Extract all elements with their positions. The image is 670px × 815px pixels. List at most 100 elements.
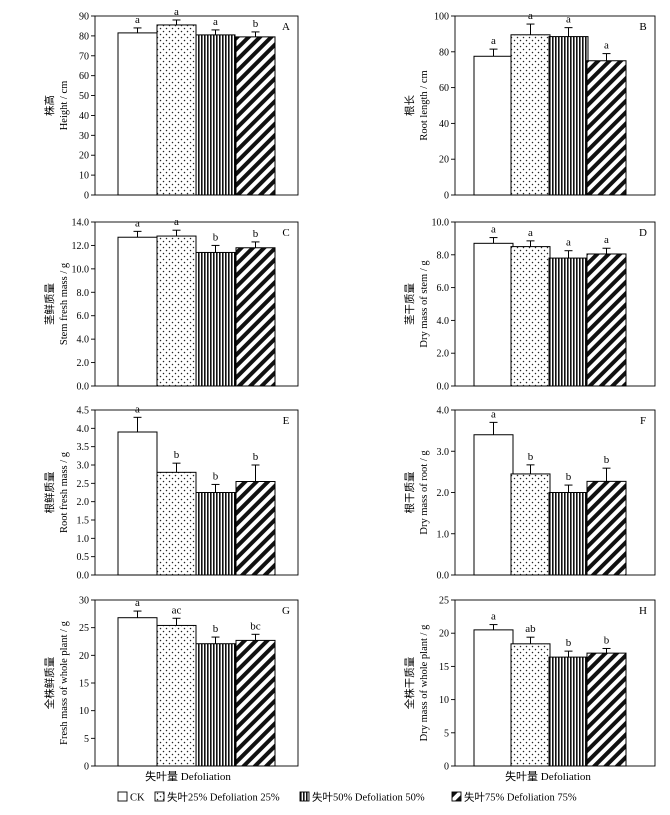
y-axis-label-en: Fresh mass of whole plant / g (59, 620, 70, 744)
significance-letter: a (491, 611, 496, 623)
y-tick-label: 70 (79, 51, 89, 62)
bar-e-3 (195, 492, 236, 576)
y-axis-label-en: Height / cm (59, 81, 70, 131)
y-axis-label: 全株鲜质量 Fresh mass of whole plant / g (43, 620, 70, 744)
y-tick-label: 10.0 (432, 218, 450, 229)
y-tick-label: 4.0 (437, 316, 450, 327)
y-axis-label-cn: 茎干质量 (404, 283, 416, 325)
bar-h-2 (510, 643, 551, 767)
panel-letter: E (283, 415, 290, 427)
panel-c: 0.0 2.0 4.0 6.0 8.0 10.0 12.0 14.0 茎鲜质量 Stem fres… (43, 216, 299, 393)
bar-d-3 (548, 257, 589, 387)
y-tick-label: 0 (444, 191, 449, 202)
significance-letter: b (213, 623, 219, 635)
panel-g: 0 5 10 15 20 25 30 全株鲜质量 Fresh mass of whole pla… (43, 596, 299, 773)
bar-d-4 (586, 253, 627, 387)
bar-c-3 (195, 251, 236, 387)
y-tick-label: 20 (439, 155, 449, 166)
panel-f: 0.0 1.0 2.0 3.0 4.0 根干质量 Dry mass of root / g F… (403, 406, 656, 582)
y-tick-label: 60 (79, 71, 89, 82)
y-tick-label: 0.0 (77, 571, 90, 582)
y-tick-label: 90 (79, 12, 89, 23)
significance-letter: a (135, 403, 140, 415)
y-tick-label: 100 (434, 12, 449, 23)
significance-letter: a (566, 237, 571, 249)
bar-g-1 (117, 617, 158, 767)
y-tick-label: 60 (439, 83, 449, 94)
y-tick-label: 8.0 (77, 288, 90, 299)
y-tick-label: 20 (79, 651, 89, 662)
significance-letter: a (213, 16, 218, 28)
y-tick-label: 2.0 (437, 488, 450, 499)
y-axis-label-cn: 全株鲜质量 (43, 656, 56, 709)
significance-letter: a (491, 408, 496, 420)
y-axis-label: 根鲜质量 Root fresh mass / g (43, 451, 70, 533)
significance-letter: a (528, 227, 533, 239)
panel-letter: H (639, 605, 647, 617)
y-axis-label-en: Root fresh mass / g (59, 451, 70, 533)
significance-letter: b (213, 470, 219, 482)
significance-letter: a (491, 35, 496, 47)
y-axis-label-cn: 根长 (403, 95, 416, 116)
panel-letter: B (639, 21, 646, 33)
y-tick-label: 5 (84, 734, 89, 745)
y-axis-label: 全株干质量 Dry mass of whole plant / g (403, 624, 430, 741)
y-tick-label: 4.0 (437, 406, 450, 417)
y-axis-label: 茎鲜质量 Stem fresh mass / g (43, 262, 70, 345)
significance-letter: a (566, 14, 571, 26)
significance-letter: b (174, 449, 180, 461)
legend: CK 失叶25% Defoliation 25% 失叶50% Defoliation… (117, 791, 577, 804)
y-tick-label: 4.0 (77, 424, 90, 435)
significance-letter: ac (172, 604, 182, 616)
y-tick-label: 0 (84, 191, 89, 202)
y-tick-label: 0.0 (437, 382, 450, 393)
legend-swatch-vlines (299, 791, 310, 802)
significance-letter: a (604, 40, 609, 52)
y-axis-label-cn: 全株干质量 (403, 656, 416, 709)
y-tick-label: 20 (439, 629, 449, 640)
significance-letter: a (491, 224, 496, 236)
y-axis-label-en: Dry mass of whole plant / g (419, 624, 430, 741)
y-axis-label-cn: 根鲜质量 (43, 471, 56, 513)
y-axis-label: 茎干质量 Dry mass of stem / g (404, 260, 430, 348)
y-axis-label-en: Root length / cm (419, 70, 430, 140)
panel-b: 0 20 40 60 80 100 根长 Root length / cm Ba a a a (403, 10, 656, 202)
bar-h-4 (586, 652, 627, 767)
bar-g-2 (156, 624, 197, 767)
bar-e-1 (117, 431, 158, 576)
y-tick-label: 3.5 (77, 442, 90, 453)
y-tick-label: 5 (444, 728, 449, 739)
y-tick-label: 80 (439, 47, 449, 58)
y-tick-label: 1.0 (77, 534, 90, 545)
bar-h-1 (473, 629, 514, 767)
bar-g-4 (235, 639, 276, 767)
significance-letter: b (213, 231, 219, 243)
bar-f-1 (473, 434, 514, 576)
y-tick-label: 14.0 (72, 218, 90, 229)
y-tick-label: 10.0 (72, 264, 90, 275)
significance-letter: b (604, 454, 610, 466)
y-axis-label: 株高 Height / cm (43, 81, 70, 131)
y-tick-label: 25 (439, 596, 449, 607)
y-tick-label: 0 (84, 762, 89, 773)
y-tick-label: 40 (79, 111, 89, 122)
bar-e-4 (235, 481, 276, 576)
y-tick-label: 25 (79, 623, 89, 634)
y-axis-label-cn: 株高 (43, 95, 56, 116)
panel-letter: G (282, 605, 290, 617)
y-tick-label: 1.5 (77, 516, 90, 527)
panel-e: 0.0 0.5 1.0 1.5 2.0 2.5 3.0 3.5 4.0 4.5 根鲜质量 Root f… (43, 403, 299, 582)
significance-letter: b (253, 451, 259, 463)
panel-a: 0 10 20 30 40 50 60 70 80 90 株高 Height / cm Aa a a b (43, 6, 299, 202)
y-tick-label: 30 (79, 131, 89, 142)
significance-letter: a (174, 216, 179, 228)
bar-c-1 (117, 236, 158, 387)
bar-a-3 (195, 34, 236, 196)
significance-letter: a (604, 234, 609, 246)
y-axis-label: 根长 Root length / cm (403, 70, 430, 140)
y-tick-label: 10 (79, 171, 89, 182)
y-tick-label: 1.0 (437, 529, 450, 540)
bar-e-2 (156, 471, 197, 576)
y-tick-label: 6.0 (77, 311, 90, 322)
